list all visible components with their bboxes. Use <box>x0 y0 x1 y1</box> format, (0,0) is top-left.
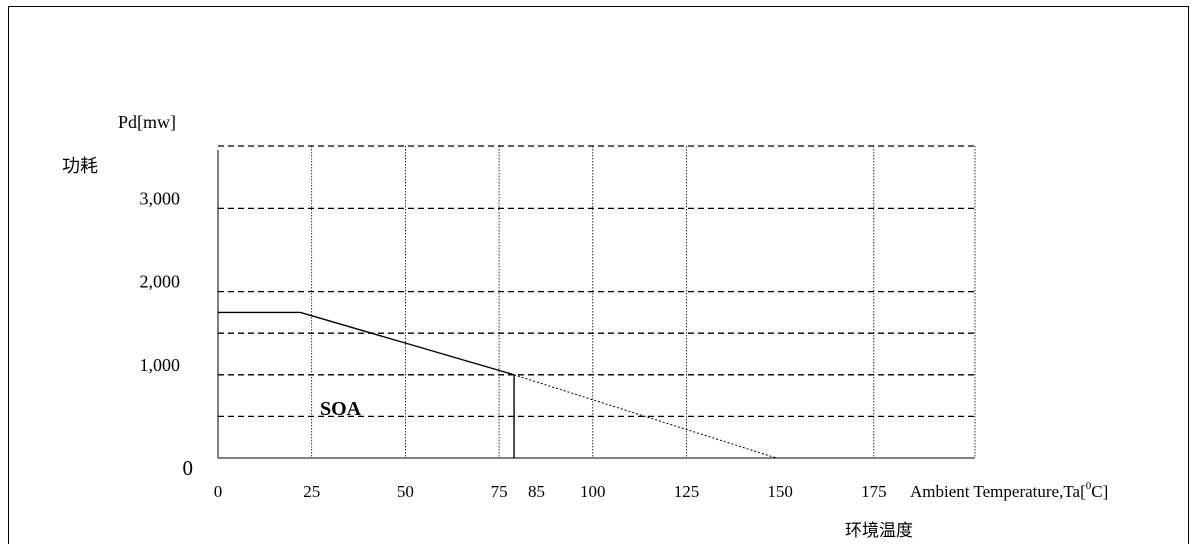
y-tick-label: 0 <box>183 456 194 480</box>
gridlines <box>218 145 976 458</box>
series-line-dotted <box>513 374 777 459</box>
x-tick-label: 150 <box>767 482 793 501</box>
x-tick-labels: 0 25 50 75 85 100 125 150 175 <box>214 482 887 501</box>
y-tick-label: 2,000 <box>140 272 181 292</box>
x-axis-title: Ambient Temperature,Ta[0C] <box>910 480 1108 501</box>
x-label-cn: 环境温度 <box>845 521 913 540</box>
y-tick-labels: 0 1,000 2,000 3,000 <box>140 188 194 480</box>
y-label-cn: 功耗 <box>62 156 98 176</box>
x-tick-label: 75 <box>491 482 508 501</box>
x-axis-title-tail: C] <box>1091 482 1108 501</box>
data-series <box>218 311 777 459</box>
soa-region-label: SOA <box>320 398 362 420</box>
x-tick-label: 125 <box>674 482 700 501</box>
outer-border <box>8 6 1189 544</box>
x-tick-label: 50 <box>397 482 414 501</box>
x-axis-title-sup: 0 <box>1086 480 1092 492</box>
x-tick-label: 0 <box>214 482 223 501</box>
x-tick-label: 100 <box>580 482 606 501</box>
y-tick-label: 3,000 <box>140 188 181 208</box>
x-tick-label: 25 <box>303 482 320 501</box>
series-line-solid <box>218 311 515 376</box>
x-tick-label: 175 <box>861 482 887 501</box>
x-tick-label: 85 <box>528 482 545 501</box>
y-tick-label: 1,000 <box>140 355 181 375</box>
x-axis-title-main: Ambient Temperature,Ta[ <box>910 482 1086 501</box>
y-unit-label: Pd[mw] <box>118 112 176 132</box>
